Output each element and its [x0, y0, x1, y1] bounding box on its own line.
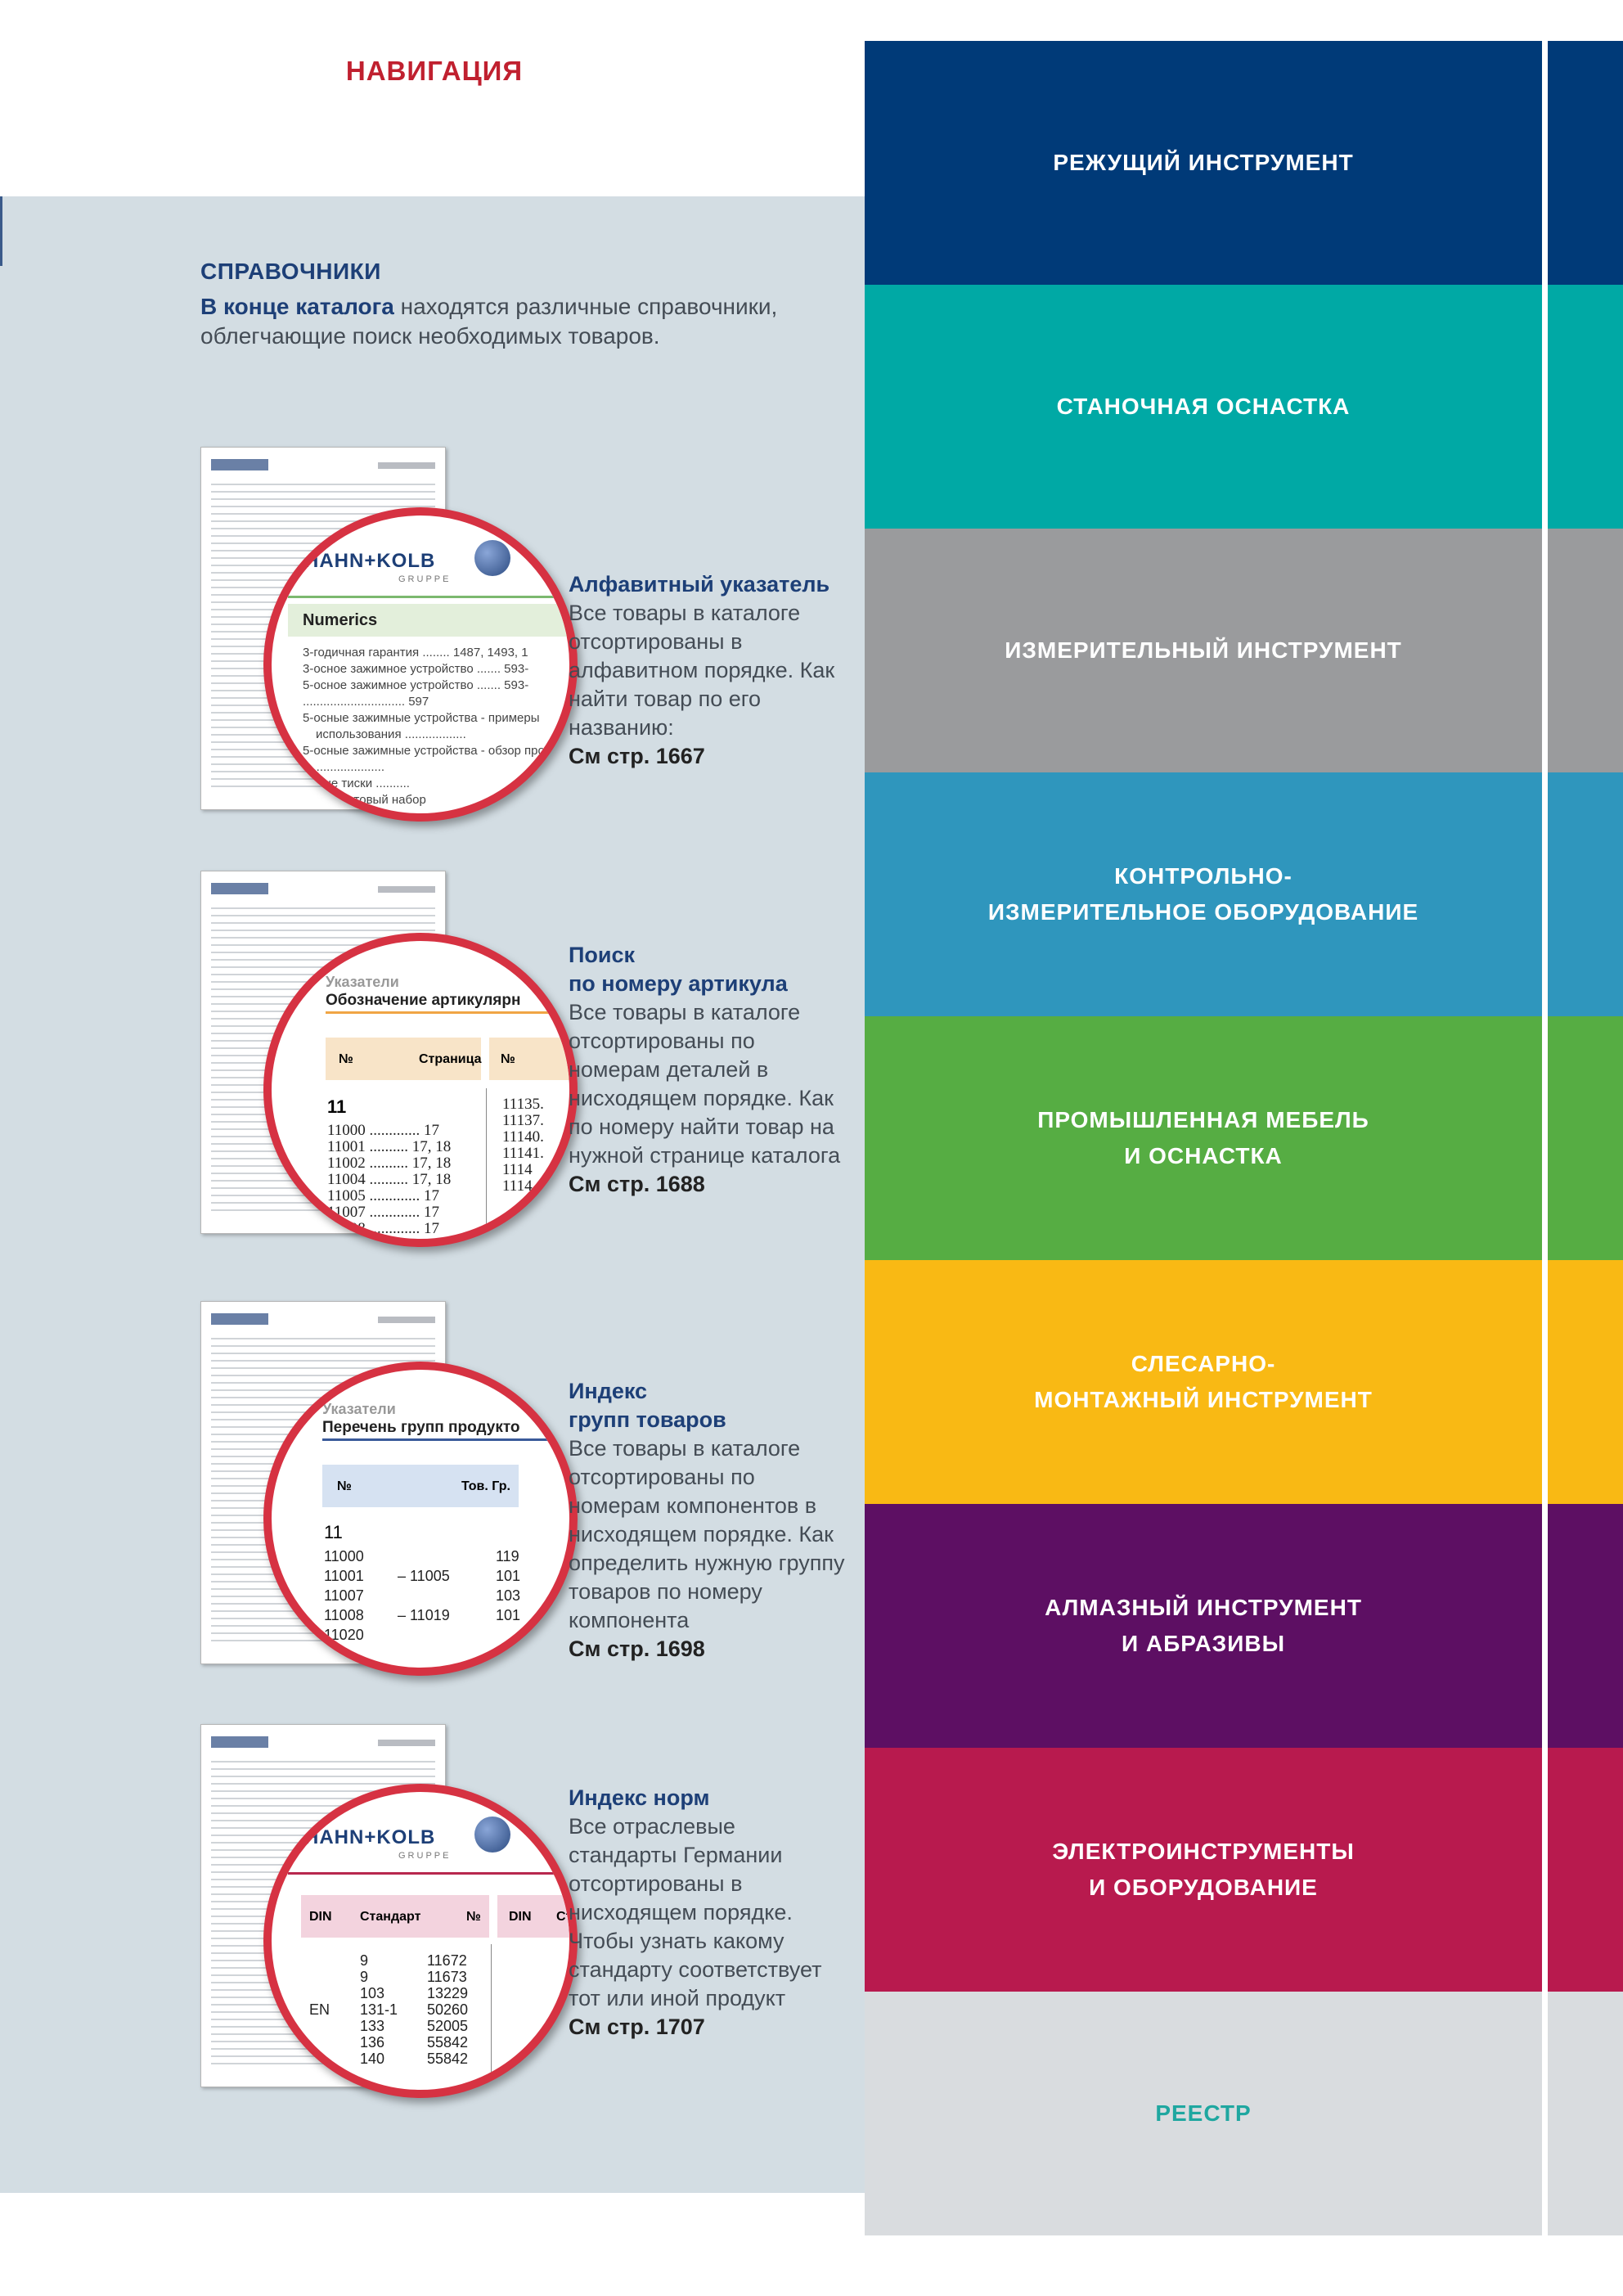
category-label-line1: РЕЕСТР [1155, 2100, 1252, 2126]
magnifier-rows: 11000 119 11001– 11005 101 11007 103 11008–… [324, 1548, 521, 1643]
magnifier-rows: 9 11672 9 11673 103 13229 EN 131-1 50260 133 5… [309, 1952, 469, 2067]
category-label-line1: АЛМАЗНЫЙ ИНСТРУМЕНТ [1045, 1595, 1362, 1620]
alphabet-index-entry: Алфавитный указатель Все товары в катало… [569, 570, 847, 771]
entry-title: Индекс норм [569, 1785, 710, 1810]
category-label-line2: И ОБОРУДОВАНИЕ [1089, 1875, 1318, 1900]
section-heading: СПРАВОЧНИКИ [200, 259, 381, 284]
category-edge-tab-8[interactable] [1548, 1748, 1623, 1992]
category-edge-tab-1[interactable] [1548, 41, 1623, 285]
category-divider [1542, 41, 1548, 2244]
logo-globe-icon [474, 1817, 510, 1853]
category-label-line1: СТАНОЧНАЯ ОСНАСТКА [1056, 394, 1351, 419]
product-group-index-entry: Индекс групп товаров Все товары в катало… [569, 1377, 847, 1663]
logo-globe-icon [474, 540, 510, 576]
category-label-line2: И АБРАЗИВЫ [1122, 1631, 1285, 1656]
entry-page-link[interactable]: См стр. 1688 [569, 1172, 705, 1196]
category-label-line1: ЭЛЕКТРОИНСТРУМЕНТЫ [1052, 1839, 1355, 1864]
category-edge-tab-2[interactable] [1548, 285, 1623, 529]
category-tab-8[interactable]: ЭЛЕКТРОИНСТРУМЕНТЫ И ОБОРУДОВАНИЕ [865, 1748, 1542, 1992]
panel-accent [0, 196, 2, 266]
category-label-line1: КОНТРОЛЬНО- [1114, 863, 1293, 889]
article-index-entry: Поиск по номеру артикула Все товары в ка… [569, 941, 847, 1199]
entry-title-line1: Индекс [569, 1379, 648, 1403]
magnifier-right-lines: 11135. 11137. 11140. 11141. 1114 1114 [502, 1096, 544, 1195]
entry-page-link[interactable]: См стр. 1698 [569, 1636, 705, 1661]
entry-body: Все товары в каталоге отсортированы по н… [569, 1000, 841, 1168]
alphabet-index-magnifier: HAHN+KOLB GRUPPE Numerics 3-годичная гар… [263, 507, 578, 822]
standards-index-entry: Индекс норм Все отраслевые стандарты Гер… [569, 1784, 847, 2042]
standards-index-magnifier: HAHN+KOLB GRUPPE DIN Стандарт № DIN Ст 9… [263, 1784, 578, 2098]
magnifier-lines: 11000 ............. 17 11001 .......... … [327, 1122, 452, 1237]
category-edge-tab-7[interactable] [1548, 1504, 1623, 1748]
brand-logo: HAHN+KOLB [304, 550, 436, 572]
category-label-line1: РЕЖУЩИЙ ИНСТРУМЕНТ [1053, 150, 1354, 175]
category-tab-3[interactable]: ИЗМЕРИТЕЛЬНЫЙ ИНСТРУМЕНТ [865, 529, 1542, 772]
section-intro: В конце каталога находятся различные спр… [200, 292, 822, 351]
category-edge-tab-5[interactable] [1548, 1016, 1623, 1260]
category-tab-7[interactable]: АЛМАЗНЫЙ ИНСТРУМЕНТ И АБРАЗИВЫ [865, 1504, 1542, 1748]
category-label-line1: ИЗМЕРИТЕЛЬНЫЙ ИНСТРУМЕНТ [1005, 637, 1402, 663]
brand-logo: HAHN+KOLB [304, 1826, 436, 1848]
product-group-index-magnifier: Указатели Перечень групп продукто № Тов.… [263, 1362, 578, 1676]
category-label-line2: МОНТАЖНЫЙ ИНСТРУМЕНТ [1034, 1387, 1373, 1412]
entry-body: Все товары в каталоге отсортированы по н… [569, 1436, 845, 1632]
entry-title-line2: групп товаров [569, 1407, 726, 1432]
magnifier-kicker: Указатели [322, 1401, 396, 1417]
article-index-magnifier: Указатели Обозначение артикулярн № Стран… [263, 933, 578, 1247]
brand-logo-sub: GRUPPE [398, 574, 452, 584]
entry-title-line1: Поиск [569, 943, 636, 967]
magnifier-lines: 3-годичная гарантия ........ 1487, 1493,… [303, 646, 545, 807]
entry-title-line2: по номеру артикула [569, 971, 788, 996]
intro-bold: В конце каталога [200, 294, 394, 319]
entry-body: Все отраслевые стандарты Германии отсорт… [569, 1814, 822, 2010]
entry-title: Алфавитный указатель [569, 572, 830, 597]
category-tab-5[interactable]: ПРОМЫШЛЕННАЯ МЕБЕЛЬ И ОСНАСТКА [865, 1016, 1542, 1260]
magnifier-header: Numerics [303, 611, 378, 629]
magnifier-kicker: Указатели [326, 974, 399, 990]
category-edge-tab-6[interactable] [1548, 1260, 1623, 1504]
entry-page-link[interactable]: См стр. 1707 [569, 2015, 705, 2039]
intro-text: находятся различные справочники, облегча… [200, 294, 778, 349]
category-edge-tab-4[interactable] [1548, 772, 1623, 1016]
page-title: НАВИГАЦИЯ [345, 56, 524, 86]
category-label-line1: СЛЕСАРНО- [1131, 1351, 1276, 1376]
category-edge-tab-9[interactable] [1548, 1992, 1623, 2235]
category-label-line1: ПРОМЫШЛЕННАЯ МЕБЕЛЬ [1037, 1107, 1369, 1132]
magnifier-header: Обозначение артикулярн [326, 992, 521, 1009]
category-tab-1[interactable]: РЕЖУЩИЙ ИНСТРУМЕНТ [865, 41, 1542, 285]
category-label-line2: ИЗМЕРИТЕЛЬНОЕ ОБОРУДОВАНИЕ [987, 899, 1419, 925]
category-edge-tab-3[interactable] [1548, 529, 1623, 772]
magnifier-header: Перечень групп продукто [322, 1419, 520, 1436]
brand-logo-sub: GRUPPE [398, 1851, 452, 1861]
category-tab-2[interactable]: СТАНОЧНАЯ ОСНАСТКА [865, 285, 1542, 529]
entry-body: Все товары в каталоге отсортированы в ал… [569, 601, 835, 740]
category-label-line2: И ОСНАСТКА [1124, 1143, 1283, 1168]
entry-page-link[interactable]: См стр. 1667 [569, 744, 705, 768]
category-tab-6[interactable]: СЛЕСАРНО- МОНТАЖНЫЙ ИНСТРУМЕНТ [865, 1260, 1542, 1504]
category-tab-4[interactable]: КОНТРОЛЬНО- ИЗМЕРИТЕЛЬНОЕ ОБОРУДОВАНИЕ [865, 772, 1542, 1016]
category-tab-9[interactable]: РЕЕСТР [865, 1992, 1542, 2235]
